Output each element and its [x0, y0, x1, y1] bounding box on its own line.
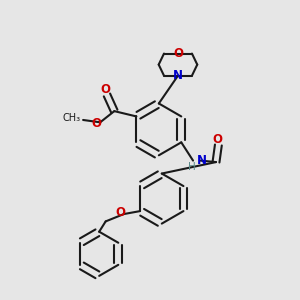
Text: O: O: [116, 206, 125, 219]
Text: H: H: [188, 162, 196, 172]
Text: O: O: [173, 47, 183, 60]
Text: O: O: [92, 117, 102, 130]
Text: N: N: [173, 69, 183, 82]
Text: N: N: [196, 154, 207, 167]
Text: O: O: [213, 133, 223, 146]
Text: O: O: [100, 83, 110, 96]
Text: CH₃: CH₃: [63, 113, 81, 124]
